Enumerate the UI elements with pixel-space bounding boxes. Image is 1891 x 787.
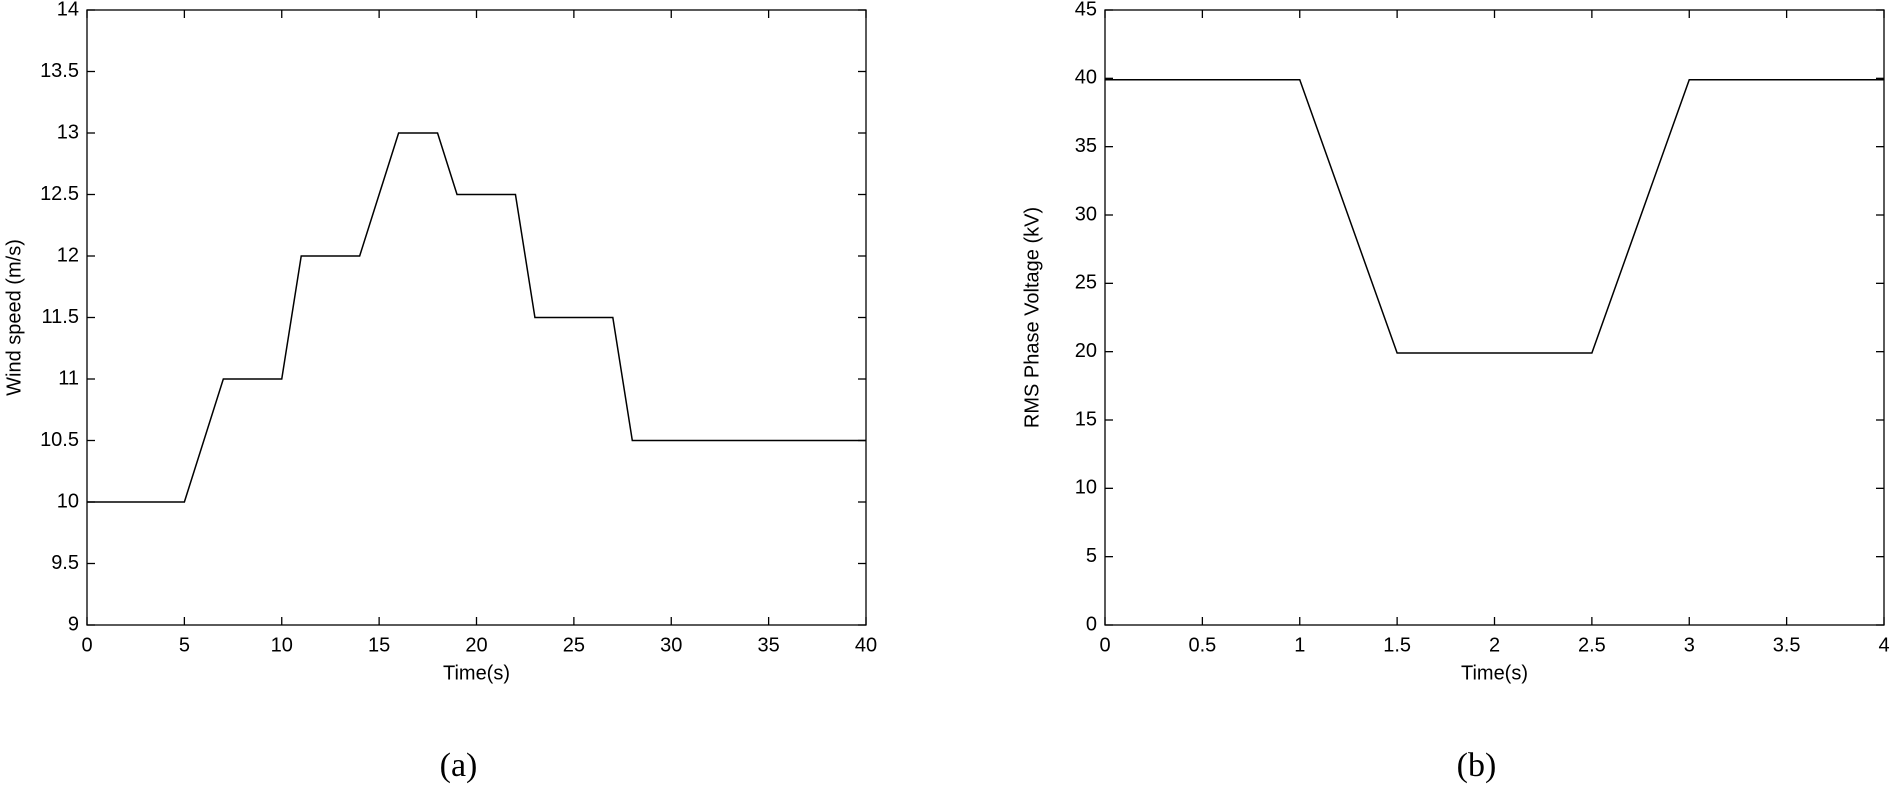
y-tick-label: 40 bbox=[1075, 67, 1097, 89]
x-tick-label: 1.5 bbox=[1383, 634, 1411, 656]
y-tick-label: 5 bbox=[1086, 545, 1097, 567]
x-tick-label: 3.5 bbox=[1773, 634, 1801, 656]
y-tick-label: 9.5 bbox=[51, 552, 79, 574]
caption: (b) bbox=[1457, 747, 1497, 784]
x-tick-label: 2.5 bbox=[1578, 634, 1606, 656]
x-tick-label: 0 bbox=[1099, 634, 1110, 656]
x-tick-label: 0.5 bbox=[1188, 634, 1216, 656]
y-tick-label: 35 bbox=[1075, 135, 1097, 157]
y-tick-label: 25 bbox=[1075, 272, 1097, 294]
x-axis-label: Time(s) bbox=[443, 662, 510, 684]
x-axis-label: Time(s) bbox=[1461, 662, 1528, 684]
y-tick-label: 10 bbox=[57, 490, 79, 512]
caption: (a) bbox=[440, 747, 478, 784]
x-tick-label: 5 bbox=[179, 634, 190, 656]
x-tick-label: 4 bbox=[1878, 634, 1889, 656]
x-tick-label: 20 bbox=[465, 634, 487, 656]
y-tick-label: 14 bbox=[57, 0, 79, 20]
y-tick-label: 15 bbox=[1075, 408, 1097, 430]
y-axis-label: Wind speed (m/s) bbox=[3, 239, 25, 396]
x-tick-label: 10 bbox=[271, 634, 293, 656]
x-tick-label: 1 bbox=[1294, 634, 1305, 656]
x-tick-label: 2 bbox=[1489, 634, 1500, 656]
y-tick-label: 13 bbox=[57, 121, 79, 143]
y-tick-label: 30 bbox=[1075, 203, 1097, 225]
y-tick-label: 0 bbox=[1086, 613, 1097, 635]
y-tick-label: 9 bbox=[68, 613, 79, 635]
x-tick-label: 0 bbox=[81, 634, 92, 656]
x-tick-label: 30 bbox=[660, 634, 682, 656]
x-tick-label: 3 bbox=[1684, 634, 1695, 656]
line-series bbox=[87, 132, 866, 503]
y-tick-label: 11 bbox=[58, 367, 79, 389]
plot-frame bbox=[1104, 9, 1885, 626]
y-tick-label: 10 bbox=[1075, 477, 1097, 499]
x-tick-label: 15 bbox=[368, 634, 390, 656]
x-tick-label: 25 bbox=[563, 634, 585, 656]
x-tick-label: 35 bbox=[758, 634, 780, 656]
line-series bbox=[1105, 78, 1884, 354]
y-axis-label: RMS Phase Voltage (kV) bbox=[1021, 207, 1043, 428]
x-tick-label: 40 bbox=[855, 634, 877, 656]
y-tick-label: 45 bbox=[1075, 0, 1097, 20]
y-tick-label: 11.5 bbox=[42, 306, 79, 328]
y-tick-label: 13.5 bbox=[40, 60, 79, 82]
plot-frame bbox=[86, 9, 867, 626]
y-tick-label: 12.5 bbox=[40, 183, 79, 205]
y-tick-label: 20 bbox=[1075, 340, 1097, 362]
y-tick-label: 10.5 bbox=[40, 429, 79, 451]
y-tick-label: 12 bbox=[57, 244, 79, 266]
